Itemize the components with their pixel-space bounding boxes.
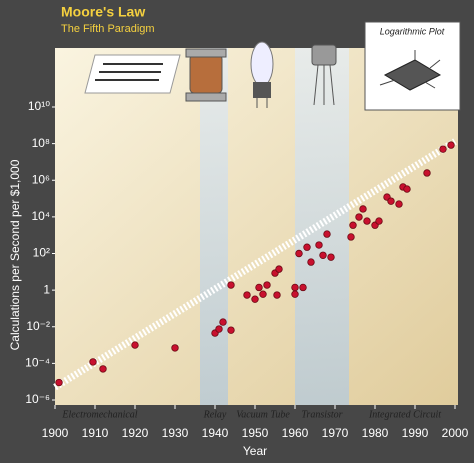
data-point bbox=[291, 290, 299, 298]
chart-title: Moore's Law bbox=[61, 4, 145, 20]
data-point bbox=[315, 241, 323, 249]
data-point bbox=[303, 243, 311, 251]
data-point bbox=[291, 283, 299, 292]
y-tick-label: 10⁶ bbox=[32, 172, 50, 186]
data-point bbox=[251, 295, 259, 303]
era-label: Integrated Circuit bbox=[368, 409, 441, 420]
y-tick-label: 10⁻⁴ bbox=[25, 356, 50, 370]
data-point bbox=[227, 281, 235, 289]
data-point bbox=[307, 258, 315, 266]
data-point bbox=[347, 233, 355, 241]
data-point bbox=[423, 169, 431, 177]
x-tick-label: 1960 bbox=[282, 426, 309, 440]
x-tick-label: 2000 bbox=[442, 426, 469, 440]
y-tick-label: 10⁴ bbox=[31, 209, 50, 223]
data-point bbox=[275, 265, 283, 273]
x-tick-label: 1940 bbox=[202, 426, 229, 440]
x-tick-label: 1900 bbox=[42, 426, 69, 440]
y-tick-label: 10² bbox=[33, 246, 50, 260]
data-point bbox=[403, 185, 411, 193]
data-point bbox=[219, 318, 227, 326]
era-label: Relay bbox=[203, 409, 227, 420]
y-tick-label: 1 bbox=[43, 282, 50, 296]
data-point bbox=[99, 365, 107, 373]
x-tick-label: 1920 bbox=[122, 426, 149, 440]
data-point bbox=[363, 217, 371, 225]
x-tick-label: 1950 bbox=[242, 426, 269, 440]
x-axis-label: Year bbox=[243, 444, 267, 458]
data-point bbox=[349, 221, 357, 229]
chip-icon bbox=[379, 50, 442, 91]
data-point bbox=[215, 325, 223, 333]
era-label: Transistor bbox=[301, 409, 342, 420]
data-point bbox=[323, 230, 331, 238]
era-label: Vacuum Tube bbox=[236, 409, 290, 420]
data-point bbox=[55, 378, 63, 387]
paradigm-band bbox=[295, 48, 349, 405]
y-tick-label: 10¹⁰ bbox=[28, 99, 50, 113]
x-tick-label: 1910 bbox=[82, 426, 109, 440]
icons bbox=[84, 21, 461, 111]
data-point bbox=[387, 197, 395, 205]
data-point bbox=[263, 281, 271, 289]
y-tick-label: 10⁻⁶ bbox=[25, 392, 50, 406]
x-tick-label: 1930 bbox=[162, 426, 189, 440]
data-point bbox=[359, 205, 367, 213]
x-tick-label: 1990 bbox=[402, 426, 429, 440]
x-tick-label: 1980 bbox=[362, 426, 389, 440]
data-point bbox=[395, 200, 403, 208]
y-tick-label: 10⁸ bbox=[32, 136, 50, 150]
data-point bbox=[295, 249, 303, 258]
y-axis-label: Calculations per Second per $1,000 bbox=[8, 159, 22, 350]
data-point bbox=[171, 344, 179, 352]
data-point bbox=[319, 251, 327, 259]
data-point bbox=[259, 290, 267, 298]
data-point bbox=[439, 145, 447, 153]
data-point bbox=[131, 341, 139, 349]
transistor-icon bbox=[311, 44, 337, 106]
x-tick-label: 1970 bbox=[322, 426, 349, 440]
punch-card-icon bbox=[84, 54, 181, 94]
plot-note: Logarithmic Plot bbox=[380, 26, 445, 36]
paradigm-band bbox=[200, 48, 228, 405]
data-point bbox=[447, 141, 455, 149]
data-point bbox=[243, 291, 251, 299]
vacuum-tube-icon bbox=[250, 41, 274, 108]
era-label: Electromechanical bbox=[61, 409, 137, 420]
relay-icon bbox=[185, 48, 227, 102]
data-point bbox=[273, 291, 281, 299]
data-point bbox=[255, 283, 263, 292]
data-point bbox=[355, 213, 363, 221]
data-point bbox=[327, 253, 335, 261]
data-point bbox=[375, 217, 383, 225]
data-point bbox=[299, 283, 307, 292]
chart-subtitle: The Fifth Paradigm bbox=[61, 23, 155, 35]
y-tick-label: 10⁻² bbox=[26, 319, 50, 333]
data-point bbox=[89, 358, 97, 366]
data-point bbox=[227, 326, 235, 334]
